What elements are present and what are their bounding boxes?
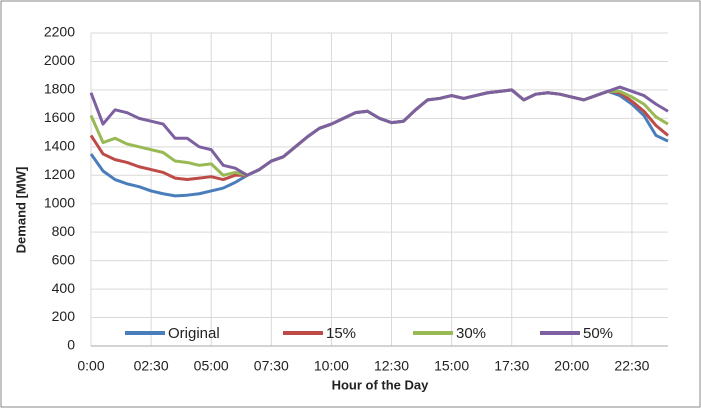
y-tick-label: 0 bbox=[67, 337, 75, 353]
y-tick-label: 2200 bbox=[44, 24, 75, 40]
y-tick-label: 200 bbox=[52, 308, 76, 324]
x-tick-label: 20:00 bbox=[554, 358, 589, 374]
y-tick-label: 1000 bbox=[44, 194, 75, 210]
y-tick-label: 600 bbox=[52, 251, 76, 267]
y-tick-label: 1200 bbox=[44, 166, 75, 182]
x-tick-label: 15:00 bbox=[434, 358, 469, 374]
y-tick-label: 400 bbox=[52, 280, 76, 296]
x-tick-label: 22:30 bbox=[614, 358, 649, 374]
x-axis-label: Hour of the Day bbox=[332, 377, 430, 392]
y-tick-label: 800 bbox=[52, 223, 76, 239]
y-tick-label: 1600 bbox=[44, 109, 75, 125]
x-tick-label: 17:30 bbox=[494, 358, 529, 374]
legend-label: 15% bbox=[326, 325, 356, 342]
y-tick-label: 2000 bbox=[44, 52, 75, 68]
x-tick-label: 0:00 bbox=[77, 358, 104, 374]
x-tick-label: 12:30 bbox=[374, 358, 409, 374]
y-tick-label: 1400 bbox=[44, 138, 75, 154]
y-axis-label: Demand [MW] bbox=[13, 167, 28, 254]
x-tick-label: 05:00 bbox=[194, 358, 229, 374]
x-tick-label: 02:30 bbox=[134, 358, 169, 374]
series-line bbox=[89, 85, 669, 177]
legend-label: 30% bbox=[456, 325, 486, 342]
y-tick-label: 1800 bbox=[44, 81, 75, 97]
legend-label: Original bbox=[168, 325, 220, 342]
legend-label: 50% bbox=[583, 325, 613, 342]
x-tick-label: 07:30 bbox=[254, 358, 289, 374]
x-tick-label: 10:00 bbox=[314, 358, 349, 374]
